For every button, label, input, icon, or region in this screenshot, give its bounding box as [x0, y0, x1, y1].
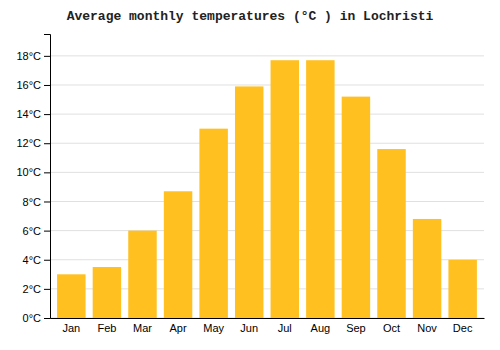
bar [128, 231, 156, 318]
bar [164, 191, 192, 318]
plot: 0°C 2°C 4°C 6°C 8°C 10°C 12°C 14°C 16°C 18°C Jan Fe… [16, 35, 484, 334]
tick-label: Dec [453, 322, 473, 334]
tick-label: May [203, 322, 224, 334]
title: Average monthly temperatures (°C ) in Lo… [67, 9, 434, 24]
tick-label: Apr [170, 322, 187, 334]
grid-line [50, 201, 484, 202]
tick-label: 18°C [16, 50, 41, 62]
y-tick: 12°C [16, 137, 50, 149]
grid-line [50, 84, 484, 85]
y-tick: 14°C [16, 108, 50, 120]
y-tick: 2°C [23, 283, 50, 295]
tick-label: Nov [417, 322, 437, 334]
y-axis: 0°C 2°C 4°C 6°C 8°C 10°C 12°C 14°C 16°C 18°C [16, 35, 50, 325]
tick-label: 2°C [23, 283, 42, 295]
x-tick: Jul [278, 322, 292, 334]
bar [413, 219, 441, 318]
x-tick: Jan [62, 322, 80, 334]
bar [235, 86, 263, 318]
bars [57, 60, 477, 318]
axis-line [44, 35, 51, 319]
grid-line [50, 172, 484, 173]
bar [93, 267, 121, 318]
x-tick: Sep [346, 322, 366, 334]
tick-label: 16°C [16, 79, 41, 91]
x-axis: Jan Feb Mar Apr May Jun Jul Aug Sep Oct Nov Dec [51, 319, 485, 334]
tick-label: 4°C [23, 254, 42, 266]
x-tick: Nov [417, 322, 437, 334]
tick-label: 8°C [23, 196, 42, 208]
tick-mark [44, 201, 50, 202]
y-tick: 18°C [16, 50, 50, 62]
grid-line [50, 143, 484, 144]
grid [50, 56, 484, 318]
tick-mark [44, 318, 50, 319]
tick-label: 10°C [16, 166, 41, 178]
tick-label: Feb [97, 322, 116, 334]
tick-mark [44, 260, 50, 261]
tick-label: Aug [311, 322, 331, 334]
y-tick: 4°C [23, 254, 50, 266]
y-tick: 8°C [23, 196, 50, 208]
tick-label: Sep [346, 322, 366, 334]
tick-label: 6°C [23, 225, 42, 237]
tick-label: 14°C [16, 108, 41, 120]
x-tick: Oct [383, 322, 400, 334]
y-tick: 0°C [23, 312, 50, 324]
bar [342, 97, 370, 318]
x-tick: Mar [133, 322, 152, 334]
tick-label: Mar [133, 322, 152, 334]
tick-mark [44, 143, 50, 144]
x-tick: Feb [97, 322, 116, 334]
tick-mark [44, 56, 50, 57]
tick-label: Jan [62, 322, 80, 334]
y-tick: 10°C [16, 166, 50, 178]
chart: Average monthly temperatures (°C ) in Lo… [0, 0, 500, 350]
tick-label: 12°C [16, 137, 41, 149]
bar [448, 260, 476, 318]
y-tick: 6°C [23, 225, 50, 237]
tick-label: Jul [278, 322, 292, 334]
y-tick: 16°C [16, 79, 50, 91]
bar [199, 129, 227, 318]
tick-mark [44, 114, 50, 115]
bar [57, 274, 85, 318]
tick-label: Jun [240, 322, 258, 334]
axis-line [51, 318, 485, 319]
x-tick: May [203, 322, 224, 334]
x-tick: Aug [311, 322, 331, 334]
x-tick: Dec [453, 322, 473, 334]
bar [306, 60, 334, 318]
bar [271, 60, 299, 318]
tick-mark [44, 172, 50, 173]
grid-line [50, 55, 484, 56]
tick-label: Oct [383, 322, 400, 334]
x-tick: Jun [240, 322, 258, 334]
tick-mark [44, 231, 50, 232]
tick-mark [44, 85, 50, 86]
grid-line [50, 114, 484, 115]
x-tick: Apr [170, 322, 187, 334]
bar [377, 149, 405, 318]
tick-label: 0°C [23, 312, 42, 324]
tick-mark [44, 289, 50, 290]
